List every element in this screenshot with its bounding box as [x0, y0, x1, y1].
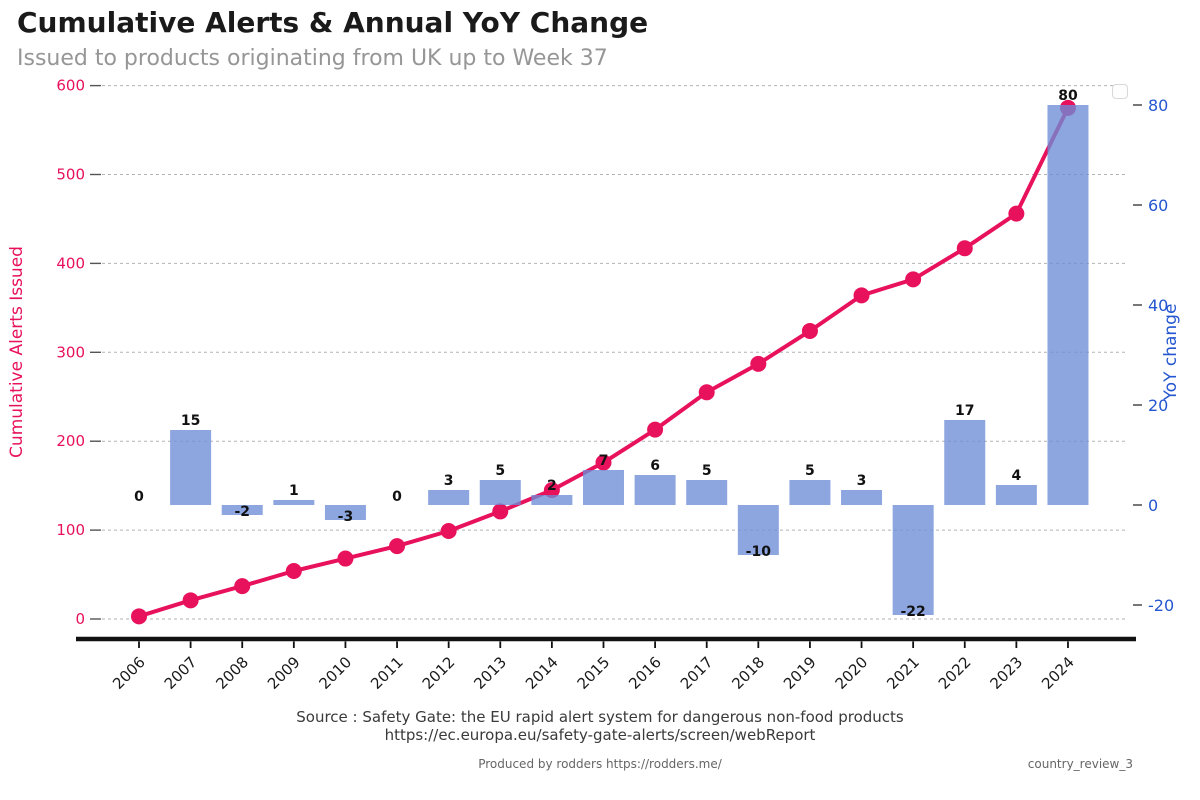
- bar-value-label: -22: [901, 604, 926, 620]
- x-axis-year-label: 2014: [522, 653, 562, 693]
- bar-value-label: 4: [1011, 468, 1021, 484]
- line-point-2019: [801, 322, 818, 339]
- left-axis-tick-label: 600: [56, 77, 85, 95]
- yoy-bar-2015: [582, 470, 624, 505]
- x-axis-year-label: 2022: [935, 653, 975, 693]
- yoy-bar-2016: [634, 475, 676, 505]
- chart-title: Cumulative Alerts & Annual YoY Change: [17, 6, 649, 39]
- bar-value-label: 5: [495, 463, 505, 479]
- x-axis-year-label: 2024: [1038, 653, 1078, 693]
- yoy-bar-2022: [944, 420, 986, 505]
- left-axis-tick-label: 0: [75, 610, 85, 628]
- line-point-2023: [1008, 205, 1025, 222]
- line-point-2017: [698, 384, 715, 401]
- line-point-2007: [182, 592, 199, 609]
- line-point-2018: [750, 355, 767, 372]
- bar-value-label: -3: [338, 509, 354, 525]
- line-point-2012: [440, 522, 457, 539]
- yoy-bar-2007: [170, 430, 212, 505]
- left-axis-tick-label: 500: [56, 166, 85, 184]
- right-axis-title: YoY change: [1161, 304, 1181, 402]
- bar-value-label: 7: [599, 453, 609, 469]
- x-axis-year-label: 2008: [212, 653, 252, 693]
- bar-value-label: 2: [547, 478, 557, 494]
- bar-value-label: -2: [234, 504, 250, 520]
- x-axis-year-label: 2009: [264, 653, 304, 693]
- left-axis-tick-label: 300: [56, 343, 85, 361]
- source-url: https://ec.europa.eu/safety-gate-alerts/…: [384, 726, 816, 744]
- line-point-2020: [853, 287, 870, 304]
- right-axis-tick-label: 60: [1148, 196, 1168, 215]
- x-axis-year-label: 2011: [367, 653, 407, 693]
- yoy-bar-2021: [892, 505, 934, 615]
- x-axis-year-label: 2020: [832, 653, 872, 693]
- yoy-bar-2013: [479, 480, 521, 505]
- right-axis-tick-label: 80: [1148, 96, 1168, 115]
- yoy-bar-2020: [841, 490, 883, 505]
- bar-value-label: 0: [134, 489, 144, 505]
- x-axis-year-label: 2012: [419, 653, 459, 693]
- x-axis-year-label: 2021: [883, 653, 923, 693]
- line-point-2015: [595, 454, 612, 471]
- bar-value-label: 6: [650, 458, 660, 474]
- x-axis-year-label: 2018: [728, 653, 768, 693]
- x-axis-year-label: 2017: [677, 653, 717, 693]
- line-point-2009: [285, 562, 302, 579]
- yoy-bar-2014: [531, 495, 573, 505]
- line-point-2021: [905, 271, 922, 288]
- line-point-2010: [337, 550, 354, 567]
- yoy-bar-2009: [273, 500, 315, 505]
- x-axis-year-label: 2016: [625, 653, 665, 693]
- line-point-2016: [647, 421, 664, 438]
- chart-subtitle: Issued to products originating from UK u…: [17, 46, 608, 71]
- yoy-bar-2017: [686, 480, 728, 505]
- line-point-2022: [956, 240, 973, 257]
- bar-value-label: -10: [746, 544, 772, 560]
- x-axis-year-label: 2019: [780, 653, 820, 693]
- x-axis-year-label: 2007: [161, 653, 201, 693]
- x-axis-year-label: 2023: [986, 653, 1026, 693]
- bar-value-label: 1: [289, 483, 299, 499]
- yoy-bar-2012: [428, 490, 470, 505]
- line-point-2014: [543, 482, 560, 499]
- x-axis-year-label: 2010: [316, 653, 356, 693]
- yoy-bar-2008: [221, 505, 263, 515]
- x-axis-year-label: 2015: [574, 653, 614, 693]
- yoy-bar-2018: [737, 505, 779, 555]
- yoy-bar-2024: [1047, 105, 1089, 505]
- bar-value-label: 15: [181, 413, 200, 429]
- x-axis-year-label: 2006: [109, 653, 149, 693]
- bar-value-label: 3: [857, 473, 867, 489]
- bar-value-label: 80: [1058, 88, 1078, 104]
- right-axis-tick-label: 40: [1148, 296, 1168, 315]
- line-point-2013: [492, 503, 509, 520]
- x-axis-year-label: 2013: [470, 653, 510, 693]
- report-tag: country_review_3: [1027, 757, 1133, 771]
- bar-value-label: 0: [392, 489, 402, 505]
- legend-empty-box: [1112, 84, 1128, 99]
- bar-value-label: 17: [955, 403, 974, 419]
- yoy-bar-2010: [324, 505, 366, 520]
- bar-value-label: 5: [702, 463, 712, 479]
- yoy-bar-2019: [789, 480, 831, 505]
- left-axis-title: Cumulative Alerts Issued: [7, 246, 27, 458]
- line-point-2011: [389, 538, 406, 555]
- left-axis-tick-label: 200: [56, 432, 85, 450]
- right-axis-tick-label: -20: [1148, 596, 1174, 615]
- right-axis-tick-label: 0: [1148, 496, 1158, 515]
- produced-by-text: Produced by rodders https://rodders.me/: [478, 757, 722, 771]
- bar-value-label: 5: [805, 463, 815, 479]
- left-axis-tick-label: 100: [56, 521, 85, 539]
- line-point-2006: [131, 608, 147, 625]
- line-point-2008: [234, 578, 251, 595]
- yoy-bar-2023: [995, 485, 1037, 505]
- bar-value-label: 3: [444, 473, 454, 489]
- right-axis-tick-label: 20: [1148, 396, 1168, 415]
- source-text: Source : Safety Gate: the EU rapid alert…: [296, 708, 904, 726]
- left-axis-tick-label: 400: [56, 254, 85, 272]
